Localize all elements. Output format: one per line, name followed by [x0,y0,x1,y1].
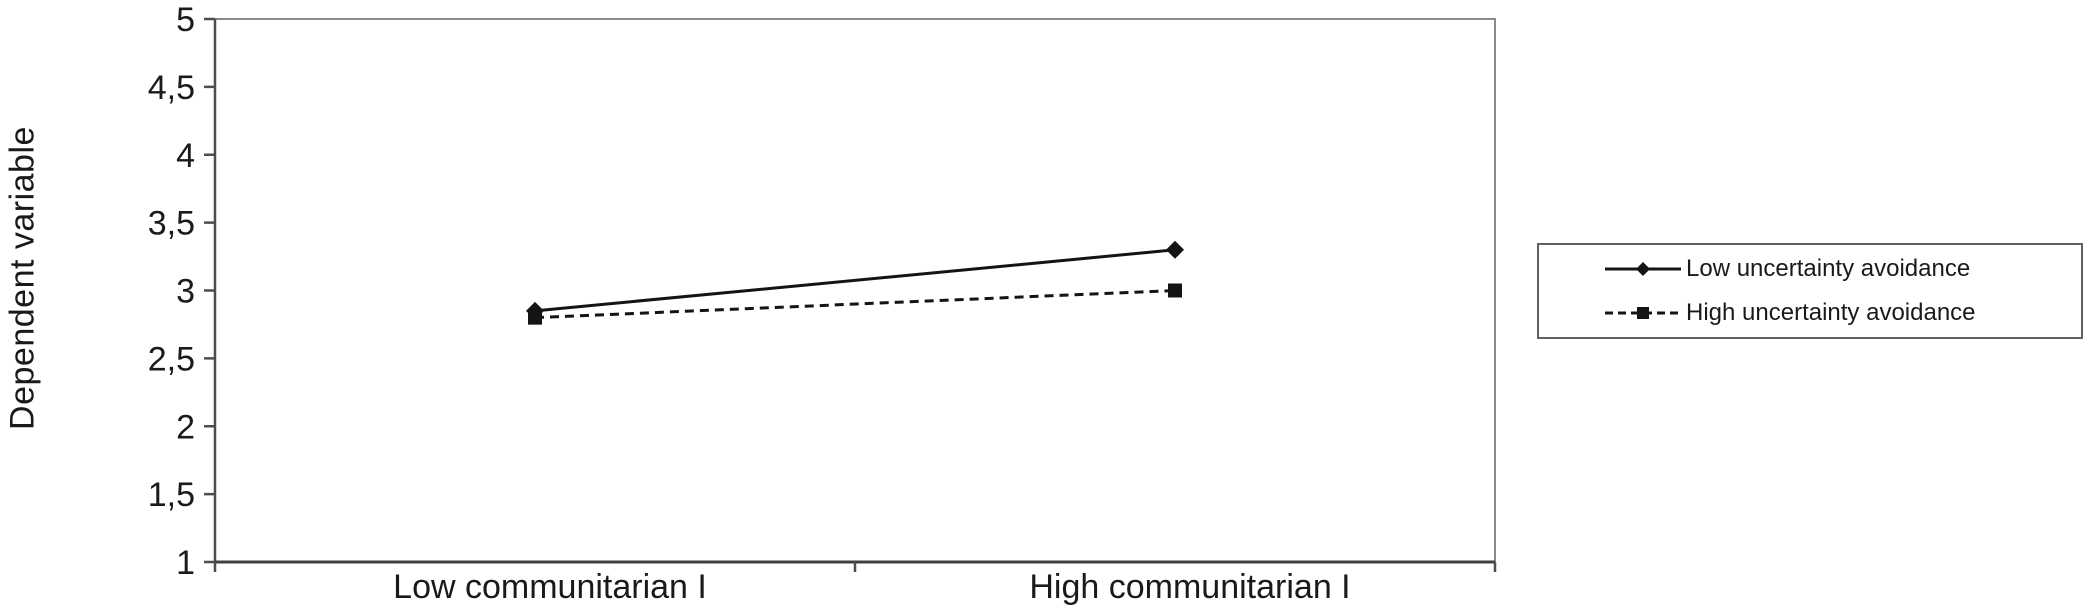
series-line-1 [534,289,1176,320]
solid-line-sample-icon [1605,262,1681,276]
square-marker [528,310,542,325]
plot-border [214,18,1496,563]
y-tick-label: 2 [176,408,195,446]
y-tick-label: 4 [176,137,195,175]
category-label: Low communitarian I [393,568,707,606]
y-tick-label: 4,5 [148,69,195,107]
y-tick-label: 3,5 [148,205,195,243]
diamond-marker [1636,262,1650,276]
series-line-0 [534,248,1176,313]
y-tick-label: 2,5 [148,340,195,378]
legend-item: Low uncertainty avoidance [1603,255,2081,283]
legend-label: High uncertainty avoidance [1686,299,1976,326]
y-tick-label: 1 [176,544,195,582]
y-tick-label: 1,5 [148,476,195,514]
dashed-line-sample-icon [1605,307,1681,319]
legend-label: Low uncertainty avoidance [1686,255,1971,282]
legend: Low uncertainty avoidance High uncertaint… [1537,243,2083,339]
category-label: High communitarian I [1029,568,1350,606]
diamond-marker [1166,240,1184,259]
y-tick-label: 3 [176,273,195,311]
square-marker [1168,283,1182,298]
y-tick-label: 5 [176,1,195,39]
legend-item: High uncertainty avoidance [1603,299,2081,327]
square-marker [1637,307,1649,319]
